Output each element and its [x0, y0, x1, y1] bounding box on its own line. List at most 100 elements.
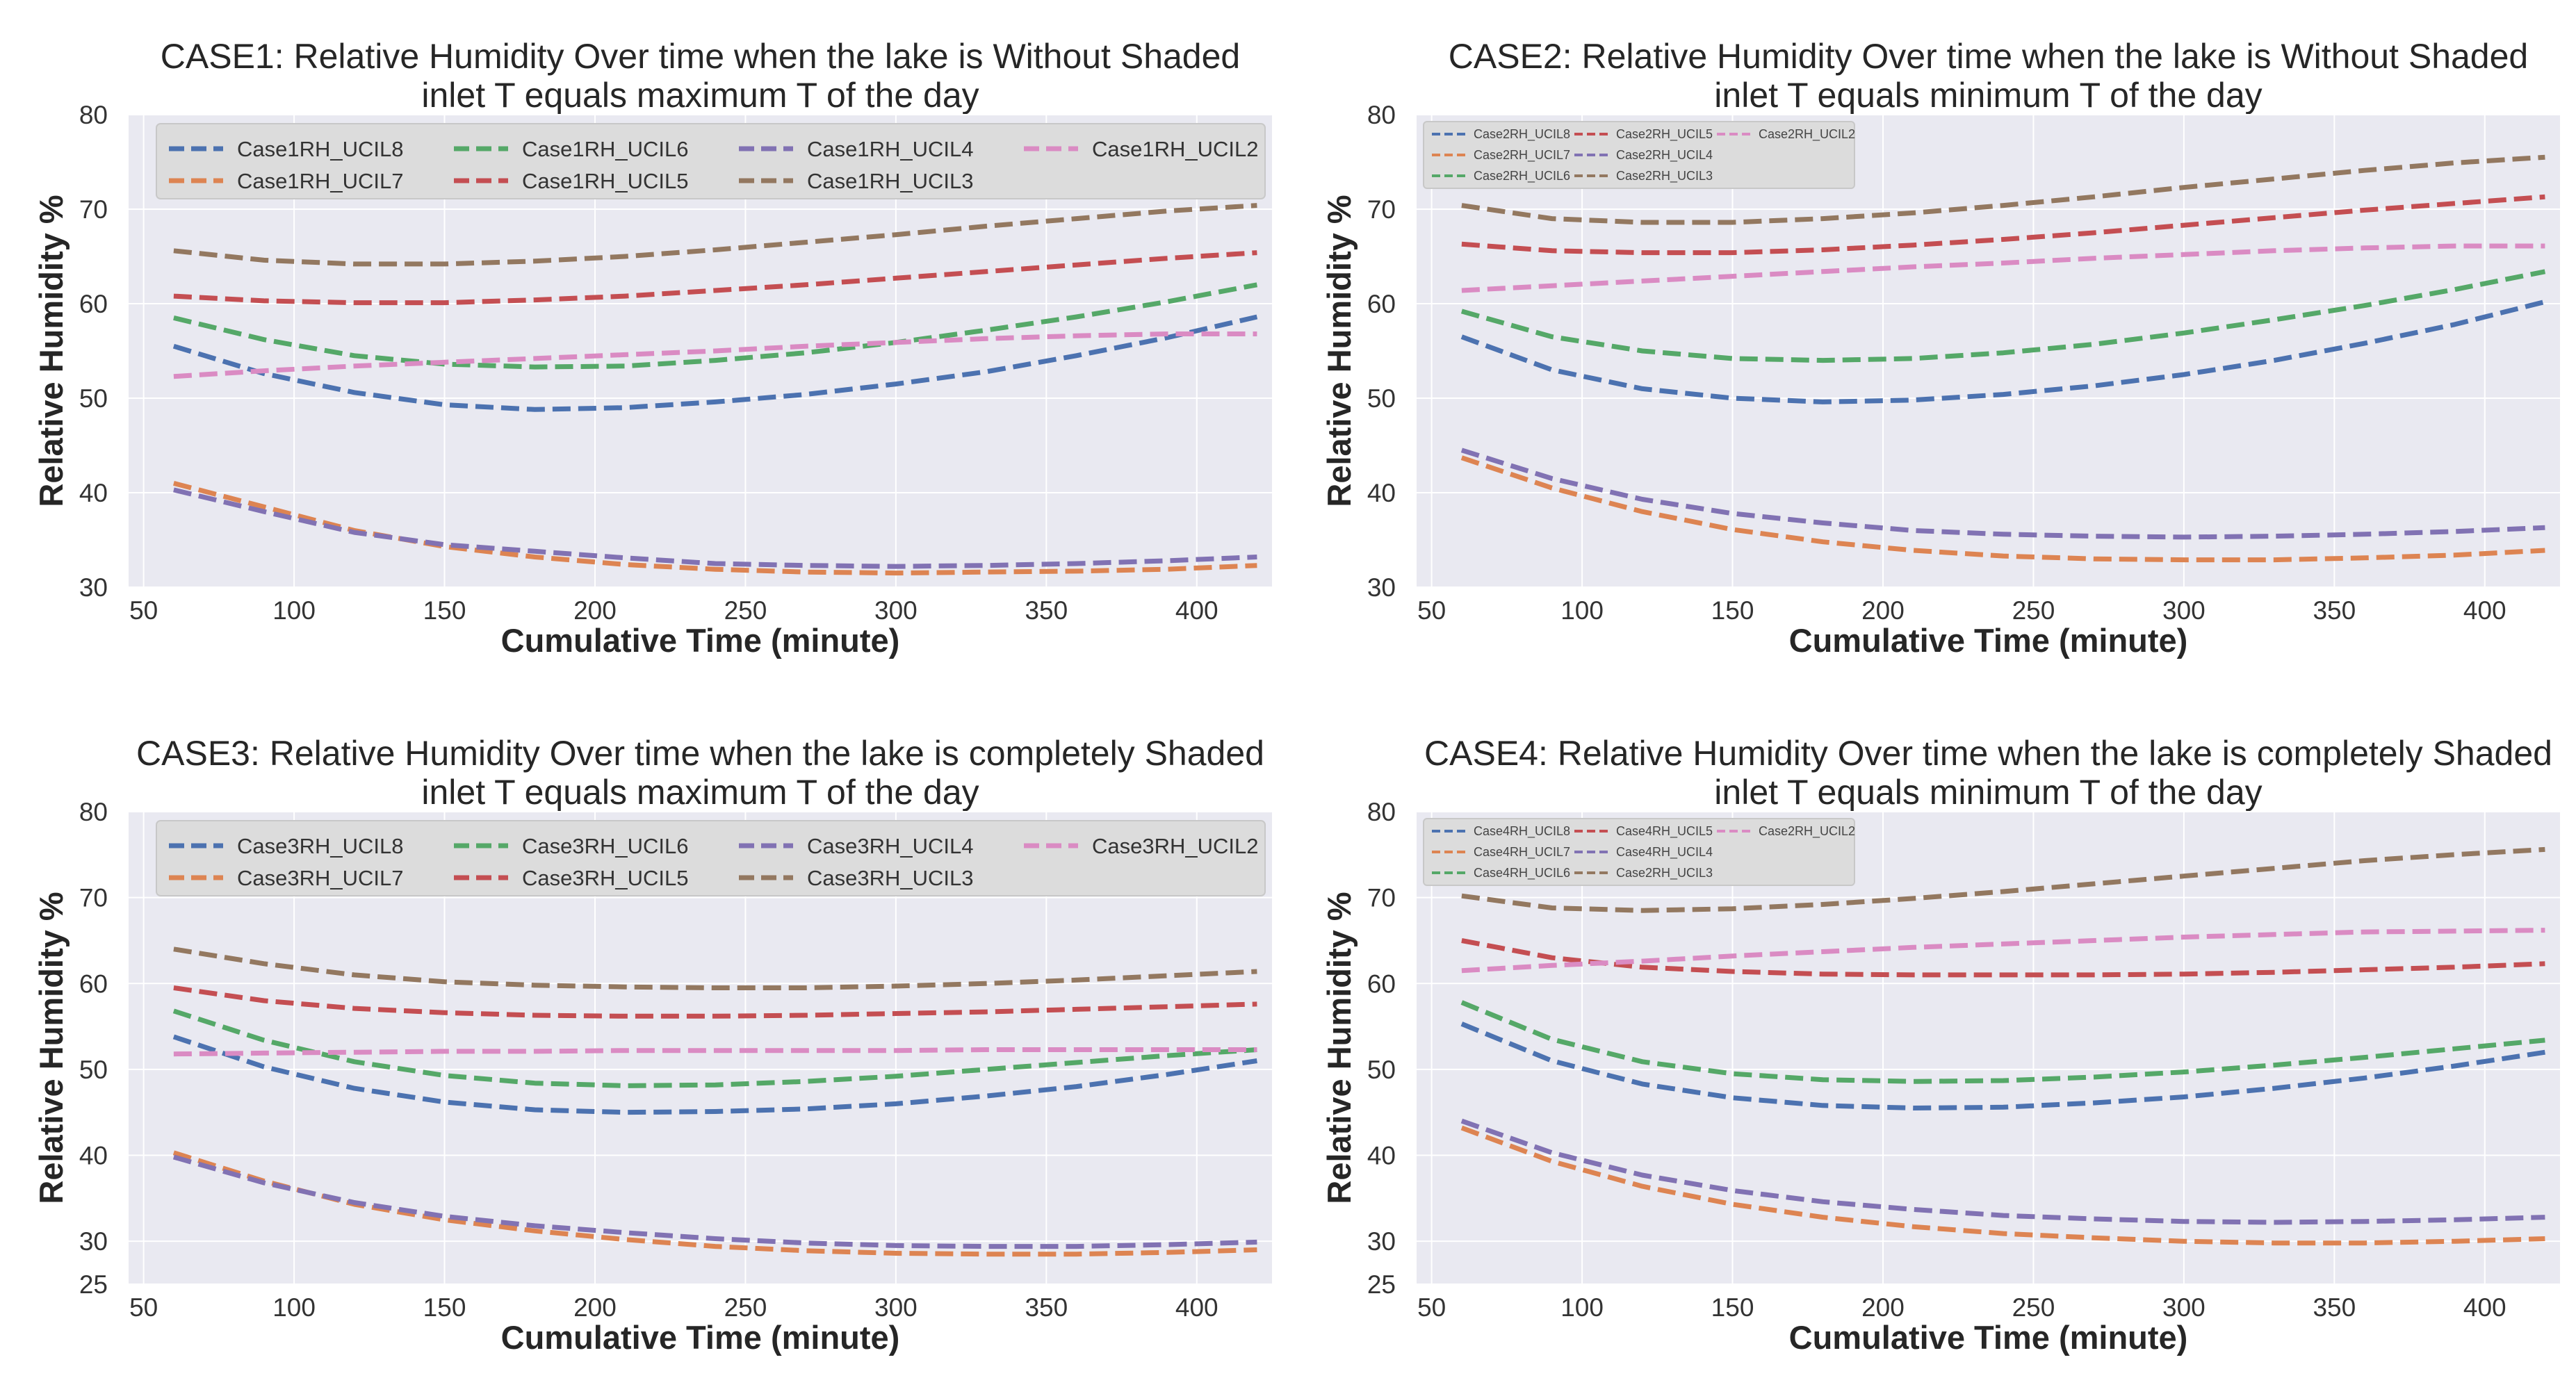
legend-label: Case2RH_UCIL5 [1616, 127, 1713, 142]
y-tick-label: 80 [79, 798, 108, 826]
x-tick-label: 150 [1711, 1293, 1754, 1322]
x-tick-label: 350 [2313, 1293, 2356, 1322]
x-tick-label: 200 [1861, 596, 1905, 625]
legend-label: Case3RH_UCIL2 [1092, 834, 1259, 858]
y-tick-label: 80 [1367, 101, 1396, 129]
legend-label: Case1RH_UCIL5 [522, 169, 689, 193]
series-line-ucil8 [1460, 299, 2546, 404]
y-tick-label: 50 [79, 384, 108, 413]
x-tick-label: 250 [724, 596, 767, 625]
series-line-ucil4 [1460, 448, 2545, 540]
y-tick-label: 60 [1367, 290, 1396, 318]
chart-title-line-1: CASE3: Relative Humidity Over time when … [136, 734, 1264, 773]
x-tick-label: 300 [874, 596, 918, 625]
legend-label: Case1RH_UCIL2 [1092, 137, 1259, 161]
series-line-ucil3 [1461, 846, 2545, 913]
x-tick-label: 350 [2313, 596, 2356, 625]
legend-label: Case3RH_UCIL3 [807, 866, 974, 890]
x-tick-label: 300 [874, 1293, 918, 1322]
x-tick-label: 250 [724, 1293, 767, 1322]
legend-label: Case3RH_UCIL4 [807, 834, 974, 858]
series-line-ucil8 [172, 314, 1258, 412]
y-tick-label: 60 [1367, 969, 1396, 998]
x-tick-label: 150 [423, 1293, 466, 1322]
y-tick-label: 40 [79, 479, 108, 507]
series-line-ucil4 [172, 1154, 1257, 1249]
plot-area [1417, 115, 2560, 587]
x-tick-label: 150 [423, 596, 466, 625]
x-tick-label: 200 [573, 1293, 617, 1322]
chart-title-line-1: CASE4: Relative Humidity Over time when … [1424, 734, 2552, 773]
legend-label: Case2RH_UCIL2 [1759, 824, 1855, 839]
chart-panel-case3: CASE3: Relative Humidity Over time when … [0, 697, 1288, 1394]
legend-box [1423, 818, 1855, 886]
x-axis-label: Cumulative Time (minute) [501, 1319, 900, 1356]
y-tick-label: 60 [79, 290, 108, 318]
legend-label: Case3RH_UCIL5 [522, 866, 689, 890]
chart-svg-case4: CASE4: Relative Humidity Over time when … [1321, 734, 2560, 1356]
series-line-ucil6 [172, 1008, 1257, 1088]
legend-box [156, 123, 1266, 199]
x-tick-label: 200 [1861, 1293, 1905, 1322]
legend-label: Case4RH_UCIL7 [1474, 845, 1570, 860]
x-tick-label: 100 [272, 1293, 316, 1322]
chart-svg-case2: CASE2: Relative Humidity Over time when … [1321, 37, 2560, 659]
y-tick-label: 40 [1367, 479, 1396, 507]
legend-label: Case1RH_UCIL8 [237, 137, 404, 161]
y-tick-label: 40 [1367, 1142, 1396, 1170]
y-tick-label: 70 [79, 884, 108, 912]
y-tick-label: 30 [1367, 573, 1396, 602]
y-tick-label: 80 [79, 101, 108, 129]
chart-svg-case1: CASE1: Relative Humidity Over time when … [33, 37, 1272, 659]
legend-label: Case2RH_UCIL6 [1474, 169, 1570, 183]
x-axis-label: Cumulative Time (minute) [501, 622, 900, 659]
legend-label: Case2RH_UCIL3 [1616, 169, 1713, 183]
x-tick-label: 50 [129, 596, 158, 625]
y-axis-label: Relative Humidity % [1321, 195, 1358, 507]
chart-title-line-2: inlet T equals maximum T of the day [421, 76, 979, 115]
x-tick-label: 400 [1175, 1293, 1218, 1322]
y-tick-label: 50 [79, 1056, 108, 1084]
x-tick-label: 400 [1175, 596, 1218, 625]
x-tick-label: 250 [2012, 1293, 2055, 1322]
legend-label: Case4RH_UCIL6 [1474, 866, 1570, 880]
legend-label: Case2RH_UCIL8 [1474, 127, 1570, 142]
y-tick-label: 40 [79, 1142, 108, 1170]
y-tick-label: 80 [1367, 798, 1396, 826]
series-line-ucil3 [173, 946, 1257, 990]
legend-label: Case1RH_UCIL3 [807, 169, 974, 193]
legend-label: Case2RH_UCIL4 [1616, 148, 1713, 163]
y-tick-label: 25 [79, 1270, 108, 1299]
series-line-ucil4 [173, 487, 1257, 569]
legend-label: Case1RH_UCIL7 [237, 169, 404, 193]
series-line-ucil3 [173, 203, 1257, 267]
y-tick-label: 50 [1367, 384, 1396, 413]
legend-label: Case4RH_UCIL4 [1616, 845, 1713, 860]
y-tick-label: 70 [1367, 195, 1396, 224]
legend-box [1423, 121, 1855, 189]
chart-title-line-2: inlet T equals maximum T of the day [421, 773, 979, 812]
series-line-ucil5 [1461, 938, 2545, 978]
y-tick-label: 70 [79, 195, 108, 224]
series-line-ucil6 [1460, 1000, 2545, 1084]
legend-label: Case2RH_UCIL3 [1616, 866, 1713, 880]
series-line-ucil8 [1460, 1022, 2545, 1110]
legend-label: Case1RH_UCIL6 [522, 137, 689, 161]
series-line-ucil3 [1461, 154, 2545, 225]
chart-panel-case1: CASE1: Relative Humidity Over time when … [0, 0, 1288, 697]
x-tick-label: 350 [1025, 1293, 1068, 1322]
legend-box [156, 820, 1266, 896]
legend-label: Case3RH_UCIL7 [237, 866, 404, 890]
legend-label: Case3RH_UCIL6 [522, 834, 689, 858]
series-line-ucil2 [173, 331, 1257, 379]
x-tick-label: 100 [272, 596, 316, 625]
series-line-ucil5 [1461, 194, 2545, 256]
x-tick-label: 50 [129, 1293, 158, 1322]
series-line-ucil5 [173, 250, 1257, 306]
legend-label: Case4RH_UCIL8 [1474, 824, 1570, 839]
legend-label: Case2RH_UCIL7 [1474, 148, 1570, 163]
y-axis-label: Relative Humidity % [33, 195, 70, 507]
x-axis-label: Cumulative Time (minute) [1789, 1319, 2188, 1356]
y-tick-label: 30 [79, 1227, 108, 1256]
y-tick-label: 30 [79, 573, 108, 602]
